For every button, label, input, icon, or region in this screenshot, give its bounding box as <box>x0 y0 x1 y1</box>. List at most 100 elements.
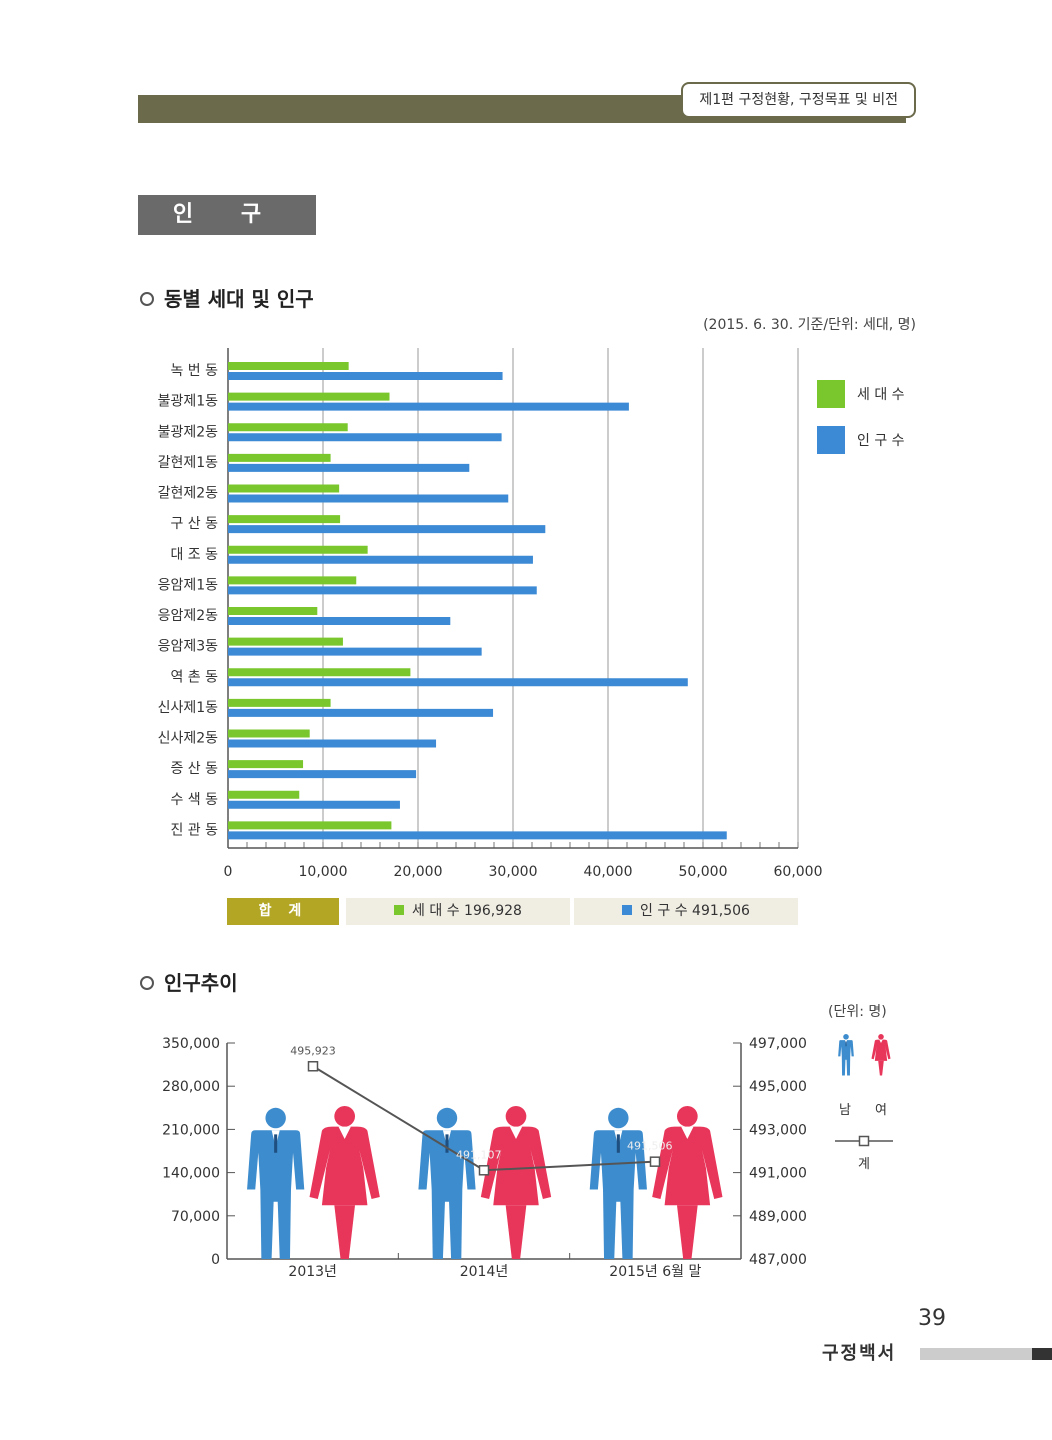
right-tick-label: 491,000 <box>749 1166 807 1182</box>
right-tick-label: 497,000 <box>749 1036 807 1052</box>
data-label: 491,506 <box>627 1140 673 1153</box>
category-label: 2015년 6월 말 <box>609 1264 701 1280</box>
right-tick-label: 493,000 <box>749 1122 807 1138</box>
bar <box>228 484 340 493</box>
right-tick-label: 495,000 <box>749 1079 807 1095</box>
bar <box>228 372 503 380</box>
section-title: 인 구 <box>138 195 316 235</box>
head <box>334 1105 356 1127</box>
category-label: 응암제3동 <box>158 639 219 655</box>
category-label: 대 조 동 <box>170 547 218 563</box>
bar <box>228 739 437 748</box>
tie <box>845 1041 847 1047</box>
bar <box>228 708 494 717</box>
total-marker <box>307 1061 319 1072</box>
bar <box>228 515 341 524</box>
right-tick-label: 487,000 <box>749 1252 807 1268</box>
chart2-heading: 인구추이 <box>140 967 238 996</box>
body <box>652 1126 723 1206</box>
category-label: 신사제1동 <box>158 700 219 716</box>
left-tick-label: 350,000 <box>162 1036 220 1052</box>
male-pictogram <box>418 1107 476 1259</box>
category-label: 2014년 <box>460 1264 509 1280</box>
bar <box>228 821 392 830</box>
right-tick-label: 489,000 <box>749 1209 807 1225</box>
bar <box>228 770 417 779</box>
body <box>480 1126 552 1206</box>
x-tick-label: 50,000 <box>679 864 728 880</box>
chart1-title: 동별 세대 및 인구 <box>164 287 314 311</box>
x-tick-label: 0 <box>224 864 233 880</box>
body <box>838 1040 854 1076</box>
bar <box>228 800 400 809</box>
bar <box>228 729 310 738</box>
category-label: 신사제2동 <box>158 731 219 747</box>
female-pictogram <box>871 1034 891 1076</box>
legs <box>878 1060 884 1076</box>
category-label: 수 색 동 <box>170 792 218 808</box>
bar <box>228 607 318 615</box>
chart2-title: 인구추이 <box>164 971 238 995</box>
bar <box>228 453 331 462</box>
legend-female-label: 여 <box>875 1103 887 1118</box>
bar <box>228 433 502 442</box>
body <box>309 1126 380 1206</box>
summary-label: 합 계 <box>227 898 339 925</box>
female-pictogram <box>652 1105 723 1259</box>
green-square-icon <box>394 905 405 915</box>
footer-bar-end <box>1032 1348 1052 1360</box>
head <box>878 1034 884 1040</box>
category-label: 구 산 동 <box>170 516 218 532</box>
page-number: 39 <box>918 1306 946 1331</box>
legs <box>676 1205 698 1259</box>
bar <box>228 362 349 370</box>
chart2-unit-note: (단위: 명) <box>828 1004 887 1020</box>
bar <box>228 576 357 585</box>
bar <box>228 637 343 646</box>
category-label: 불광제2동 <box>158 424 219 440</box>
total-marker <box>478 1165 490 1176</box>
household-population-bar-chart: 0 10,000 20,000 30,000 40,000 50,000 60,000 녹 번… <box>158 348 905 880</box>
left-tick-label: 280,000 <box>162 1079 220 1095</box>
male-pictogram <box>589 1107 647 1259</box>
head <box>843 1034 849 1040</box>
data-label: 491,107 <box>456 1148 502 1161</box>
bar <box>228 392 390 401</box>
bar <box>228 525 546 534</box>
left-tick-label: 0 <box>211 1252 220 1268</box>
collar <box>509 1126 523 1140</box>
data-label: 495,923 <box>290 1044 336 1057</box>
legs <box>334 1205 356 1259</box>
category-label: 녹 번 동 <box>170 363 218 379</box>
category-label: 응암제1동 <box>158 577 219 593</box>
tie <box>274 1134 278 1153</box>
category-label: 갈현제1동 <box>158 455 219 471</box>
bar <box>228 586 537 595</box>
circle-bullet-icon <box>140 291 154 306</box>
bar <box>228 402 629 411</box>
legend-swatch <box>817 380 845 408</box>
female-pictogram <box>309 1105 380 1259</box>
collar <box>879 1039 883 1043</box>
head <box>265 1107 286 1129</box>
category-label: 2013년 <box>288 1264 337 1280</box>
bar <box>228 678 688 687</box>
x-tick-label: 10,000 <box>299 864 348 880</box>
circle-bullet-icon <box>140 975 154 990</box>
x-tick-label: 30,000 <box>489 864 538 880</box>
bar <box>228 647 482 656</box>
head <box>676 1105 698 1127</box>
chart1-heading: 동별 세대 및 인구 <box>140 283 314 312</box>
left-tick-label: 70,000 <box>171 1209 220 1225</box>
category-label: 증 산 동 <box>170 761 218 777</box>
total-marker <box>649 1156 661 1167</box>
bar <box>228 617 451 625</box>
legend-label: 세 대 수 <box>857 387 905 403</box>
tie <box>616 1134 620 1153</box>
bar <box>228 698 331 707</box>
category-label: 갈현제2동 <box>158 486 219 502</box>
x-tick-label: 20,000 <box>394 864 443 880</box>
collar <box>338 1126 351 1140</box>
female-pictogram <box>480 1105 552 1259</box>
legs <box>505 1205 527 1259</box>
